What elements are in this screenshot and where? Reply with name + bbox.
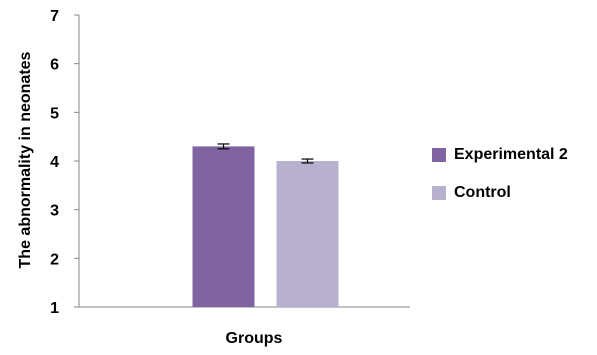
y-tick-label-6: 6 (50, 57, 59, 74)
y-tick-label-7: 7 (50, 8, 59, 25)
y-tick-label-2: 2 (50, 251, 59, 268)
y-tick-label-3: 3 (50, 203, 59, 220)
legend-label-experimental-2: Experimental 2 (454, 146, 568, 163)
y-tick-label-5: 5 (50, 105, 59, 122)
bar-control (276, 161, 339, 307)
x-axis-label: Groups (226, 330, 283, 347)
legend-item-control: Control (432, 183, 568, 203)
y-tick-label-4: 4 (50, 154, 59, 171)
legend-label-control: Control (454, 184, 511, 201)
legend-swatch-control (432, 186, 446, 200)
legend-swatch-experimental-2 (432, 148, 446, 162)
legend: Experimental 2 Control (432, 145, 568, 221)
y-axis-label: The abnormality in neonates (17, 51, 34, 268)
bar-experimental-2 (192, 146, 255, 307)
y-tick-label-1: 1 (50, 300, 59, 317)
legend-item-experimental-2: Experimental 2 (432, 145, 568, 165)
